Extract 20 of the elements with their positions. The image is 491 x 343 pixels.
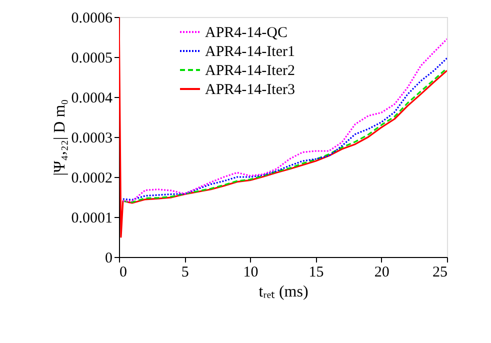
- y-tick-label: 0.0002: [71, 170, 112, 186]
- y-tick-label: 0.0001: [71, 210, 112, 226]
- y-axis-title: |Ψ₄,₂₂| D m₀: [51, 99, 68, 176]
- legend-label: APR4-14-Iter2: [205, 63, 295, 79]
- x-tick-label: 10: [243, 264, 258, 280]
- y-tick-label: 0.0006: [71, 10, 113, 26]
- legend-label: APR4-14-QC: [205, 25, 288, 41]
- line-series: [119, 17, 447, 238]
- legend-label: APR4-14-Iter3: [205, 82, 295, 98]
- x-tick-label: 0: [120, 264, 127, 280]
- legend-label: APR4-14-Iter1: [205, 44, 295, 60]
- y-tick-label: 0.0005: [71, 50, 112, 66]
- x-tick-label: 5: [181, 264, 189, 280]
- y-tick-label: 0.0003: [71, 130, 112, 146]
- y-tick-label: 0: [105, 250, 112, 266]
- y-tick-label: 0.0004: [71, 90, 113, 106]
- x-tick-label: 15: [308, 264, 324, 280]
- x-tick-label: 20: [374, 264, 390, 280]
- x-axis-title: tᵣₑₜ (ms): [258, 284, 308, 300]
- x-tick-label: 25: [432, 264, 448, 280]
